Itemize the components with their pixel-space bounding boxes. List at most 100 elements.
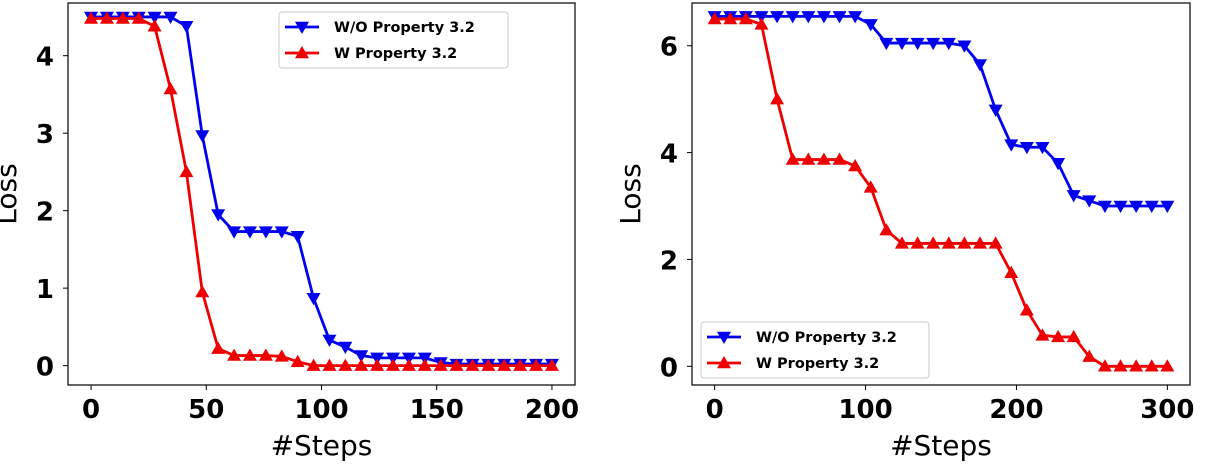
legend-frame [278, 11, 509, 69]
y-tick-label: 2 [36, 198, 54, 228]
data-point [449, 358, 464, 371]
data-point [195, 130, 210, 143]
chart-1: 0 50 100 150 200 0 1 2 3 4 #Steps Loss W/O Property … [0, 2, 579, 462]
data-point [1004, 139, 1019, 152]
y-tick-label: 1 [36, 275, 54, 305]
legend-marker-icon [295, 46, 309, 59]
data-point [179, 164, 194, 178]
data-point [1035, 142, 1050, 155]
x-tick-label: 150 [410, 395, 464, 425]
data-point [848, 11, 863, 24]
data-point [513, 358, 528, 371]
data-point [274, 349, 289, 362]
data-point [770, 11, 785, 24]
data-point [1129, 200, 1144, 214]
data-point [465, 358, 480, 371]
data-point [1129, 359, 1144, 372]
data-point [481, 358, 496, 371]
data-point [910, 37, 925, 51]
data-point [863, 19, 878, 32]
data-point [973, 236, 988, 249]
data-point [754, 11, 769, 24]
data-point [306, 292, 321, 306]
data-point [163, 82, 178, 95]
legend-label: W/O Property 3.2 [334, 20, 475, 36]
data-point [370, 358, 385, 371]
data-point [863, 180, 878, 193]
data-point [973, 59, 988, 72]
x-tick-label: 100 [294, 395, 348, 425]
data-point [338, 358, 353, 371]
data-point [1160, 359, 1175, 372]
legend-label: W/O Property 3.2 [756, 330, 897, 346]
y-tick-label: 4 [660, 140, 678, 170]
data-point [879, 37, 894, 51]
legend-marker-icon [717, 331, 731, 344]
data-point [497, 358, 512, 371]
y-tick-label: 6 [660, 33, 678, 63]
data-point [1144, 200, 1159, 214]
data-point [211, 341, 226, 354]
data-point [99, 11, 114, 24]
data-point [848, 158, 863, 172]
data-point [1144, 359, 1159, 372]
x-tick-label: 50 [188, 395, 224, 425]
data-point [401, 358, 416, 371]
data-point [211, 209, 226, 222]
data-point [242, 348, 257, 361]
data-point [258, 226, 273, 239]
legend-marker-icon [717, 356, 731, 369]
y-tick-label: 3 [36, 120, 54, 150]
data-point [306, 358, 321, 371]
data-point [544, 358, 559, 371]
data-point [354, 350, 369, 363]
data-point [195, 285, 210, 298]
data-point [115, 11, 130, 24]
data-point [433, 358, 448, 371]
plot-area [691, 2, 1191, 386]
data-point [957, 236, 972, 249]
legend: W/O Property 3.2 W Property 3.2 [700, 321, 930, 379]
data-point [754, 17, 769, 30]
data-point [131, 11, 146, 24]
y-axis-label: Loss [614, 163, 647, 224]
x-tick-label: 300 [1140, 395, 1194, 425]
data-point [1051, 158, 1066, 171]
data-point [386, 358, 401, 371]
data-point [322, 358, 337, 371]
legend-frame [700, 321, 930, 379]
data-point [910, 236, 925, 249]
x-tick-label: 100 [838, 395, 892, 425]
y-tick-label: 4 [36, 43, 54, 73]
data-point [770, 92, 785, 105]
data-point [1082, 195, 1097, 208]
series-with-property [707, 12, 1175, 372]
data-point [338, 341, 353, 355]
data-point [163, 11, 178, 24]
data-point [816, 152, 831, 165]
x-tick-label: 0 [706, 395, 724, 425]
data-point [417, 358, 432, 371]
data-point [785, 11, 800, 24]
data-point [322, 334, 337, 348]
y-axis-label: Loss [0, 163, 23, 224]
legend-label: W Property 3.2 [756, 356, 879, 372]
legend: W/O Property 3.2 W Property 3.2 [278, 11, 509, 69]
data-point [926, 236, 941, 249]
data-point [988, 104, 1003, 117]
x-tick-label: 200 [989, 395, 1043, 425]
data-point [816, 11, 831, 24]
data-point [354, 358, 369, 371]
data-point [801, 152, 816, 165]
data-point [1097, 359, 1112, 372]
data-point [1066, 190, 1081, 203]
data-point [879, 223, 894, 236]
data-point [242, 226, 257, 239]
chart-2: 0 100 200 300 0 2 4 6 #Steps Loss W/O Property 3.2… [614, 2, 1195, 462]
data-point [290, 230, 305, 244]
data-point [785, 152, 800, 165]
data-point [832, 152, 847, 165]
data-point [179, 20, 194, 34]
data-point [723, 12, 738, 25]
